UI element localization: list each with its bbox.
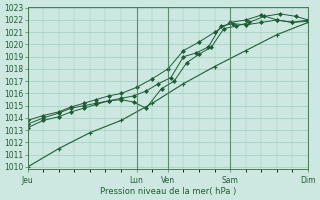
X-axis label: Pression niveau de la mer( hPa ): Pression niveau de la mer( hPa ) [100,187,236,196]
